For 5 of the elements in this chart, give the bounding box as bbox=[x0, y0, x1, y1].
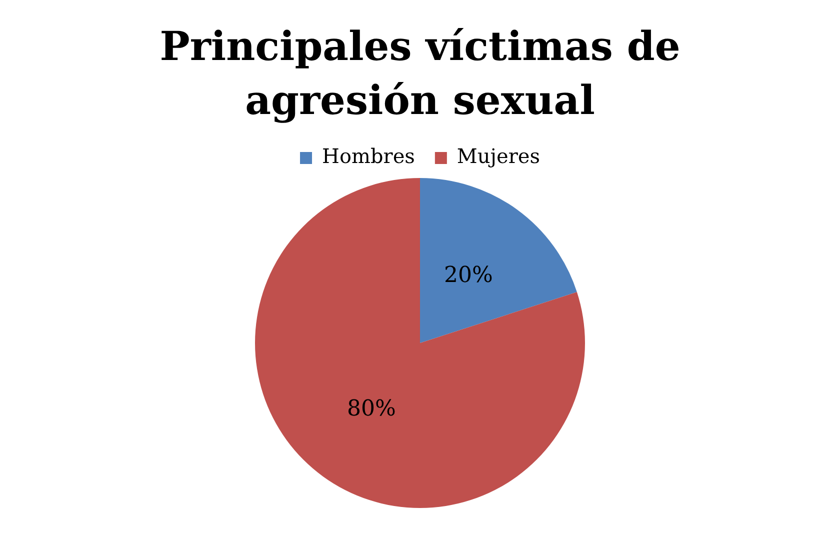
legend-label: Hombres bbox=[322, 144, 415, 168]
data-label: 80% bbox=[347, 396, 396, 422]
chart-title: Principales víctimas de agresión sexual bbox=[158, 22, 682, 126]
data-label: 20% bbox=[444, 262, 493, 288]
legend-label: Mujeres bbox=[456, 144, 540, 168]
